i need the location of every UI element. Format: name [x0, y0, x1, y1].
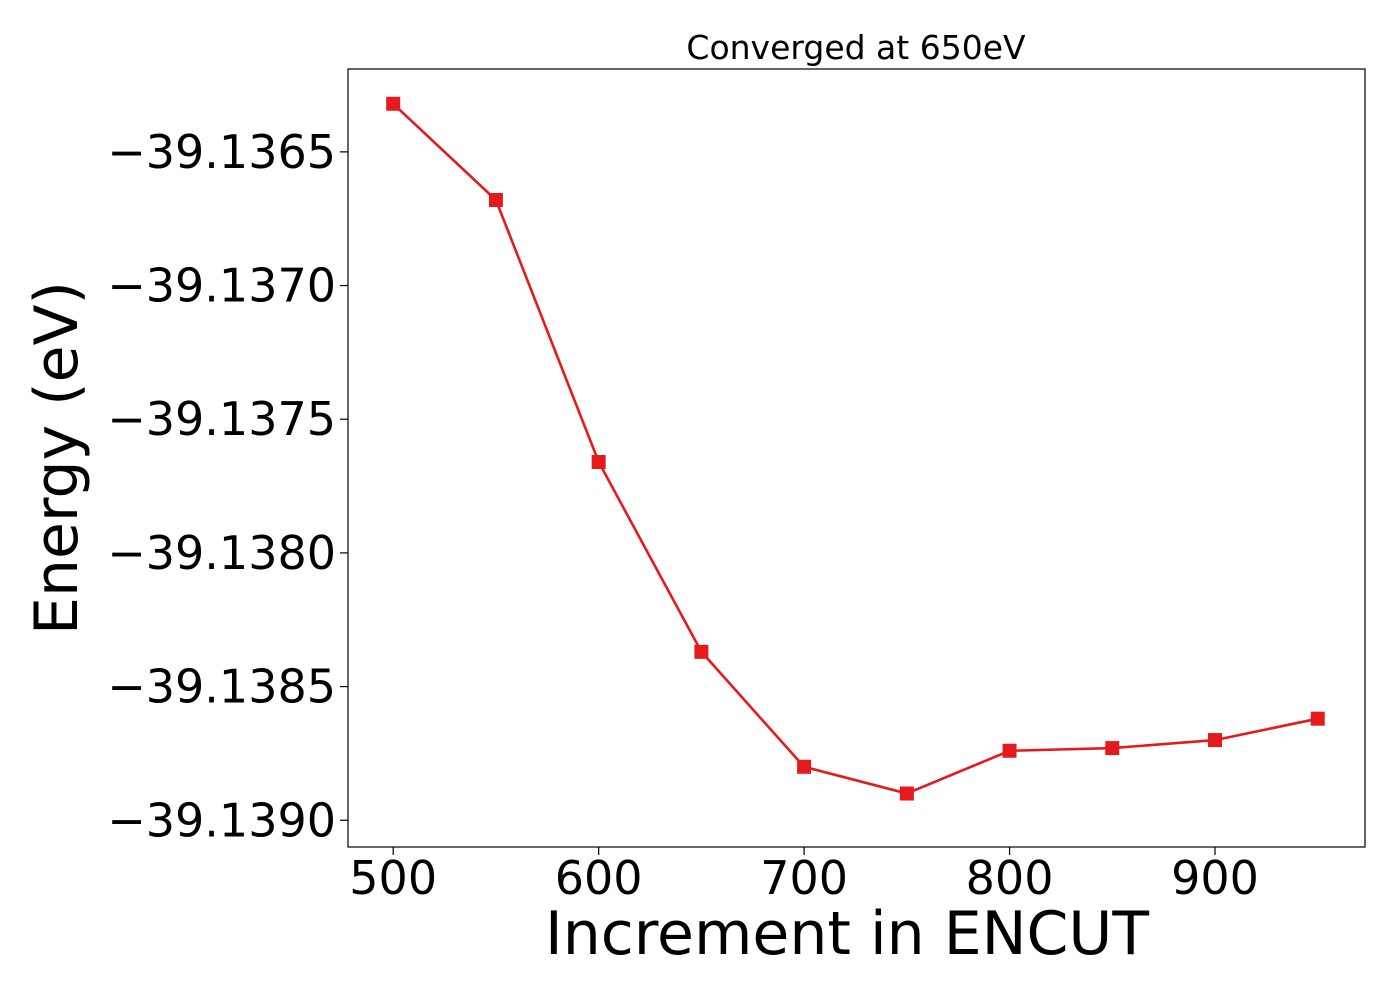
y-axis-label: Energy (eV) — [22, 281, 92, 635]
plot-frame — [347, 68, 1366, 848]
data-point-marker — [797, 759, 812, 774]
data-point-marker — [1002, 743, 1017, 758]
data-point-marker — [386, 96, 401, 111]
y-tick-label: −39.1390 — [107, 793, 336, 847]
data-point-marker — [591, 455, 606, 470]
data-point-marker — [1208, 733, 1223, 748]
series-layer — [386, 96, 1325, 801]
x-tick-label: 500 — [349, 851, 437, 905]
data-point-marker — [899, 786, 914, 801]
data-point-marker — [1105, 741, 1120, 756]
y-tick-label: −39.1370 — [107, 259, 336, 313]
series-line — [392, 102, 1318, 795]
x-axis-label: Increment in ENCUT — [545, 899, 1149, 969]
data-point-marker — [694, 644, 709, 659]
y-tick-label: −39.1365 — [107, 125, 336, 179]
x-tick-label: 800 — [966, 851, 1054, 905]
data-point-marker — [1310, 711, 1325, 726]
y-tick-label: −39.1375 — [107, 392, 336, 446]
y-tick-label: −39.1385 — [107, 660, 336, 714]
x-tick-label: 700 — [760, 851, 848, 905]
x-tick-label: 600 — [555, 851, 643, 905]
x-tick-label: 900 — [1171, 851, 1259, 905]
x-axis-ticks: 500 600 700 800 900 — [349, 847, 1259, 905]
y-tick-label: −39.1380 — [107, 526, 336, 580]
y-axis-ticks: −39.1365 −39.1370 −39.1375 −39.1380 −39.1385… — [107, 125, 348, 847]
data-point-marker — [488, 193, 503, 208]
chart-title: Converged at 650eV — [686, 28, 1026, 67]
